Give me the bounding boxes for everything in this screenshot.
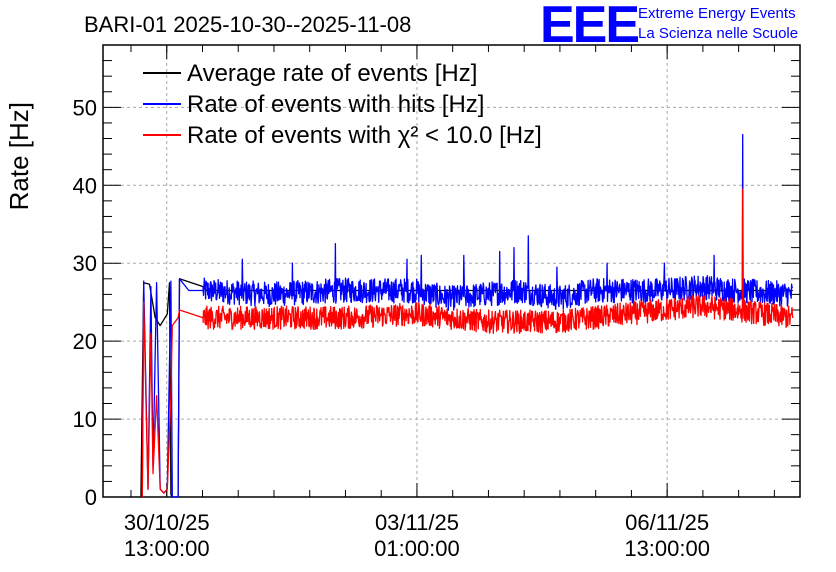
series-line <box>141 133 794 498</box>
y-tick-label: 20 <box>73 329 97 354</box>
y-tick-label: 0 <box>85 485 97 510</box>
org-subtitle: La Scienza nelle Scuole <box>638 25 798 42</box>
x-tick-time: 13:00:00 <box>124 536 210 561</box>
org-name: Extreme Energy Events <box>638 5 796 22</box>
series-line <box>141 188 794 498</box>
legend: Average rate of events [Hz] Rate of event… <box>143 60 542 149</box>
y-tick-label: 50 <box>73 95 97 120</box>
x-tick-date: 03/11/25 <box>375 510 459 535</box>
y-tick-label: 10 <box>73 407 97 432</box>
chart-title: BARI-01 2025-10-30--2025-11-08 <box>84 12 411 37</box>
x-tick-date: 06/11/25 <box>625 510 709 535</box>
plot-frame <box>102 44 801 498</box>
axis-ticks <box>103 44 800 498</box>
series-layer <box>140 133 794 498</box>
y-tick-labels: 0 10 20 30 40 50 <box>73 95 97 510</box>
y-tick-label: 40 <box>73 173 97 198</box>
x-tick-time: 13:00:00 <box>624 536 710 561</box>
grid-lines <box>103 45 800 497</box>
legend-label: Rate of events with χ² < 10.0 [Hz] <box>187 122 542 149</box>
y-axis-title: Rate [Hz] <box>4 102 34 210</box>
x-tick-labels: 30/10/2513:00:0003/11/2501:00:0006/11/25… <box>124 510 710 561</box>
x-tick-time: 01:00:00 <box>374 536 460 561</box>
legend-label: Average rate of events [Hz] <box>187 60 477 87</box>
x-tick-date: 30/10/25 <box>124 510 210 535</box>
y-tick-label: 30 <box>73 251 97 276</box>
legend-label: Rate of events with hits [Hz] <box>187 91 484 118</box>
